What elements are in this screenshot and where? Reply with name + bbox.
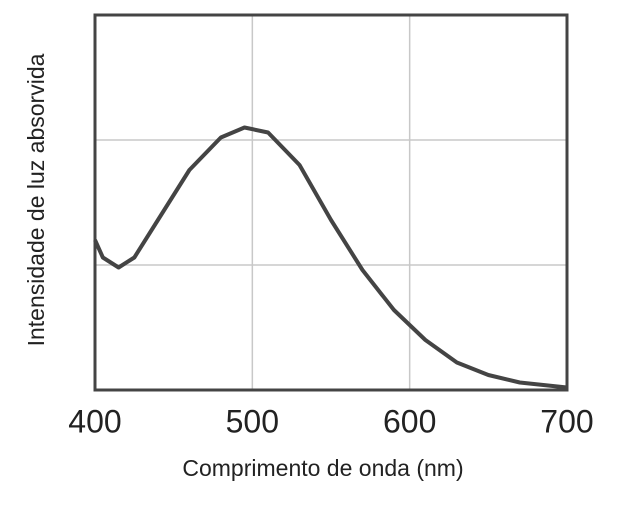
x-tick-label: 400	[68, 403, 121, 439]
x-tick-label: 700	[540, 403, 593, 439]
data-line	[93, 125, 568, 390]
x-axis-label: Comprimento de onda (nm)	[182, 455, 463, 481]
plot-frame	[93, 13, 569, 392]
x-tick-label: 500	[226, 403, 279, 439]
x-tick-label: 600	[383, 403, 436, 439]
y-axis-label: Intensidade de luz absorvida	[23, 53, 49, 346]
